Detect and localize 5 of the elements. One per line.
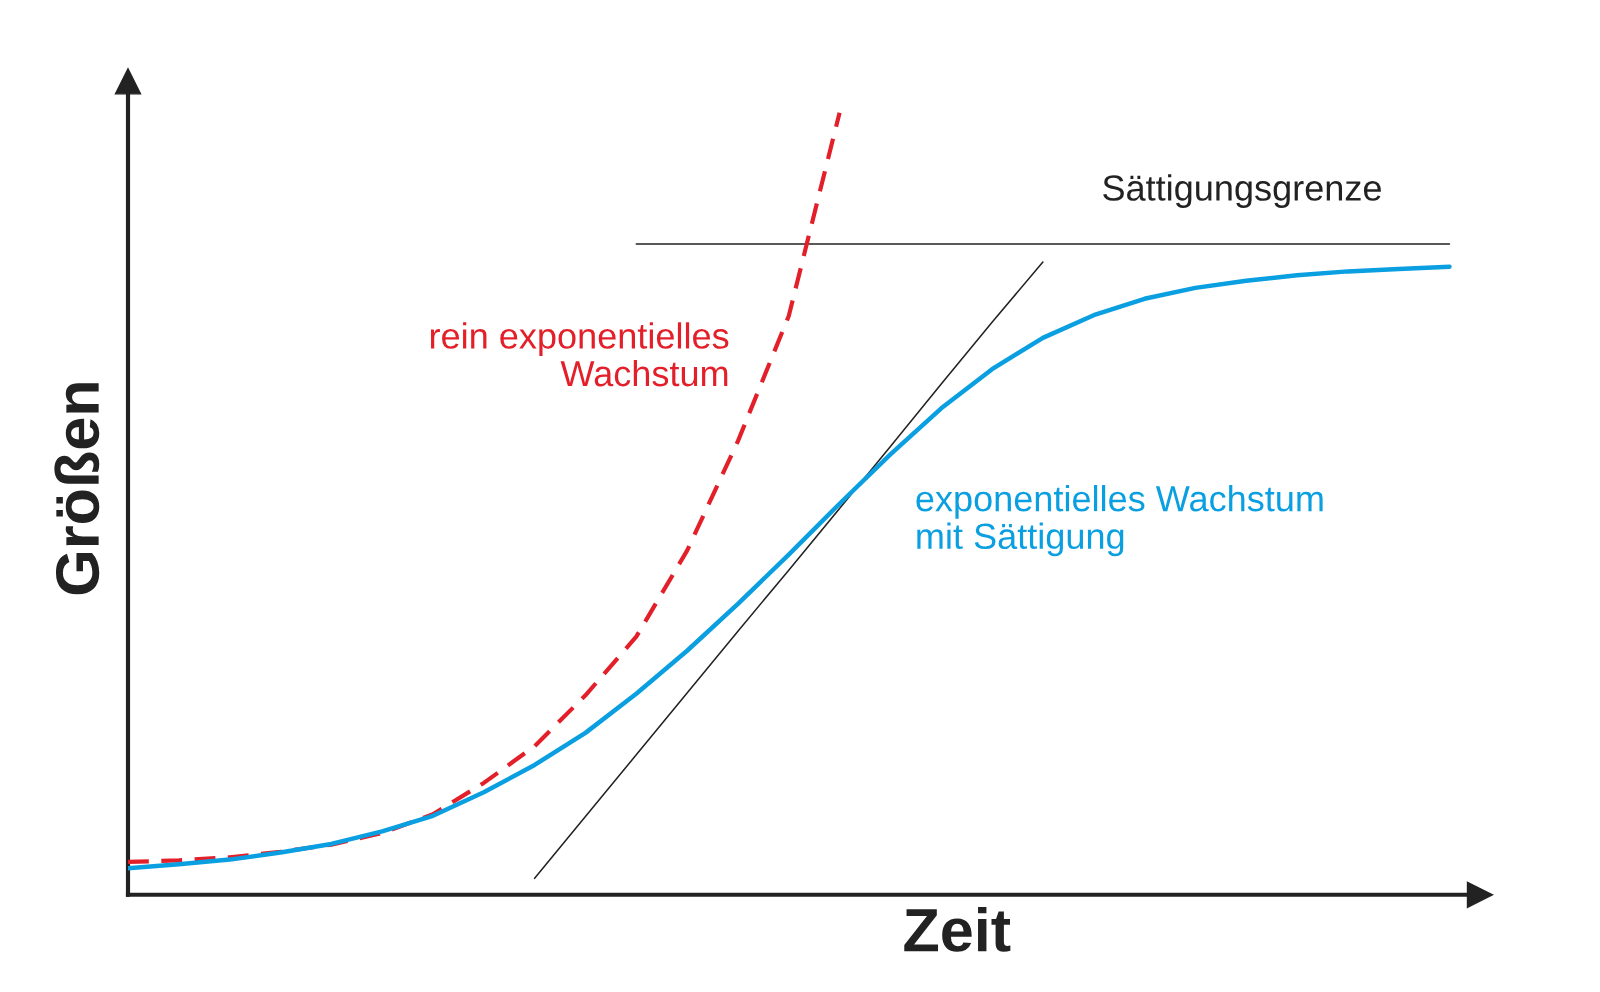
series-label: rein exponentielles Wachstum	[430, 322, 729, 387]
series-label: Sättigungsgrenze	[1103, 174, 1381, 208]
y-axis-title: Größen	[54, 383, 100, 595]
series-label: exponentielles Wachstum mit Sättigung	[916, 484, 1323, 557]
x-axis-title: Zeit	[904, 906, 1011, 952]
